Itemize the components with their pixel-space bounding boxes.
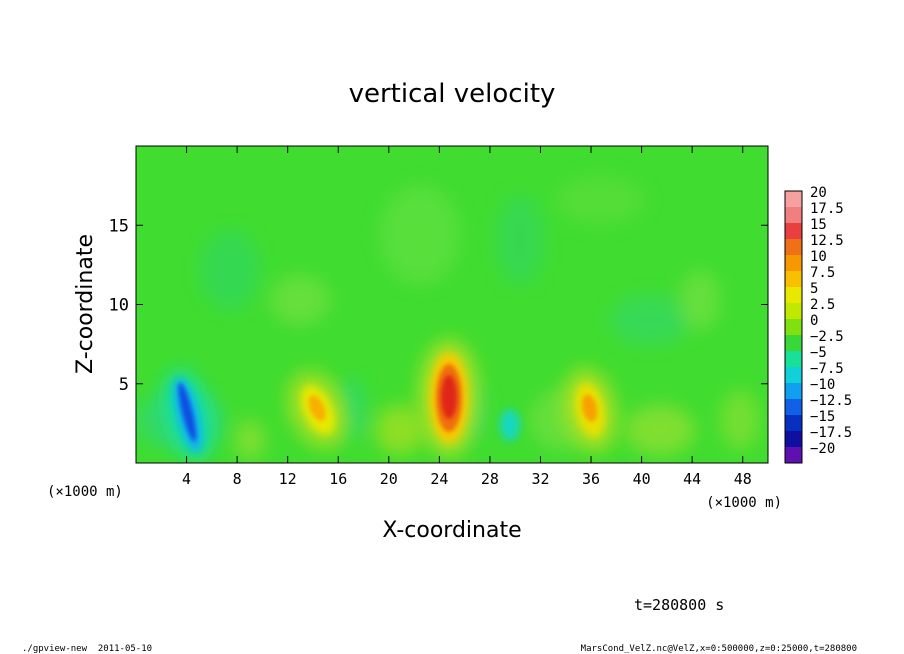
x-tick-label: 28 [481,470,499,488]
colorbar-label: 12.5 [810,233,844,249]
colorbar-label: −15 [810,409,835,425]
colorbar-swatch [785,447,802,464]
colorbar-swatch [785,431,802,448]
colorbar-label: 5 [810,281,818,297]
colorbar-swatch [785,367,802,384]
x-tick-label: 4 [182,470,191,488]
colorbar-label: −12.5 [810,393,852,409]
colorbar-label: −7.5 [810,361,844,377]
x-tick-label: 48 [734,470,752,488]
colorbar-label: 15 [810,217,827,233]
colorbar-label: 0 [810,313,818,329]
heatmap-field [136,146,768,463]
colorbar-swatch [785,287,802,304]
heatmap-texture [136,175,760,460]
colorbar: 2017.51512.5107.552.50−2.5−5−7.5−10−12.5… [784,185,852,464]
footer-right: MarsCond_VelZ.nc@VelZ,x=0:500000,z=0:250… [581,644,857,654]
x-unit-label: (×1000 m) [47,484,123,500]
updraft-x14 [287,371,349,449]
heatmap-features [163,340,617,460]
y-axis-ticks: 5 10 15 [109,216,768,395]
x-tick-label: 16 [329,470,347,488]
x-tick-label: 40 [633,470,651,488]
colorbar-frame [784,190,803,464]
y-tick-label: 5 [119,375,129,395]
downdraft-x4 [163,370,213,460]
colorbar-label: −20 [810,441,835,457]
x-axis-ticks: 4 8 12 16 20 24 28 32 36 40 44 48 [182,146,752,488]
x-tick-label: 32 [531,470,549,488]
colorbar-swatch [785,399,802,416]
chart-title: vertical velocity [349,79,556,109]
colorbar-swatch [785,239,802,256]
colorbar-swatch [785,223,802,240]
colorbar-label: 10 [810,249,827,265]
colorbar-swatch [785,255,802,272]
x-tick-label: 24 [430,470,448,488]
colorbar-label: −2.5 [810,329,844,345]
colorbar-swatch [785,319,802,336]
colorbar-label: −5 [810,345,827,361]
colorbar-label: 20 [810,185,827,201]
downdraft-x29 [500,409,520,441]
colorbar-label: 2.5 [810,297,835,313]
colorbar-swatch [785,351,802,368]
updraft-x36 [563,368,617,452]
x-unit-label-right: (×1000 m) [706,495,782,511]
x-tick-label: 8 [233,470,242,488]
time-label: t=280800 s [634,596,724,614]
y-tick-label: 15 [109,216,129,236]
x-tick-label: 12 [279,470,297,488]
colorbar-label: 7.5 [810,265,835,281]
x-axis-title: X-coordinate [382,518,521,543]
colorbar-swatch [785,271,802,288]
x-tick-label: 44 [683,470,701,488]
colorbar-swatch [785,303,802,320]
colorbar-swatch [785,207,802,224]
y-axis-title: Z-coordinate [73,234,98,374]
updraft-x24 [419,340,479,456]
colorbar-swatch [785,191,802,208]
x-tick-label: 20 [380,470,398,488]
colorbar-label: 17.5 [810,201,844,217]
colorbar-label: −17.5 [810,425,852,441]
y-tick-label: 10 [109,296,129,316]
footer-left: ./gpview-new 2011-05-10 [22,644,152,654]
colorbar-label: −10 [810,377,835,393]
colorbar-swatch [785,383,802,400]
colorbar-swatch [785,335,802,352]
colorbar-swatch [785,415,802,432]
x-tick-label: 36 [582,470,600,488]
